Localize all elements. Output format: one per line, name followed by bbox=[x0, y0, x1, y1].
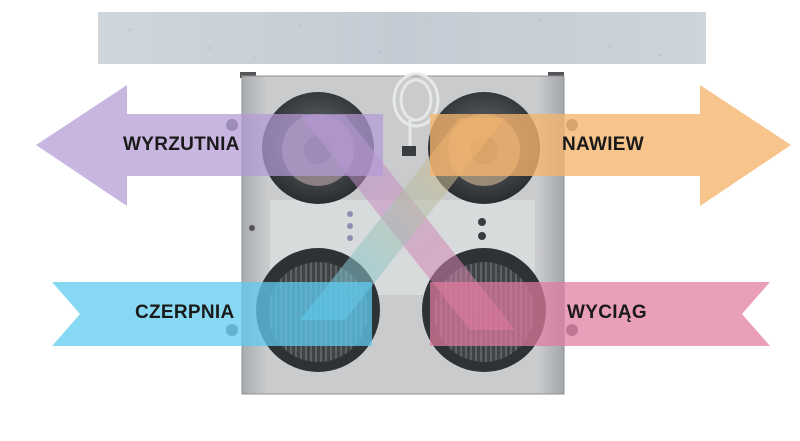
exhaust-label: WYRZUTNIA bbox=[123, 134, 240, 155]
intake-ribbon bbox=[52, 282, 372, 346]
ceiling-slab bbox=[98, 12, 706, 64]
extract-ribbon bbox=[430, 282, 770, 346]
extract-label: WYCIĄG bbox=[567, 302, 647, 323]
supply-arrow bbox=[430, 85, 791, 206]
power-cable-icon bbox=[392, 72, 440, 148]
supply-label: NAWIEW bbox=[562, 134, 645, 155]
intake-label: CZERPNIA bbox=[135, 302, 235, 323]
side-buttons-icon bbox=[478, 218, 486, 240]
cable-gland bbox=[402, 146, 416, 156]
status-led-icons bbox=[347, 211, 353, 241]
exhaust-arrow bbox=[36, 85, 383, 206]
